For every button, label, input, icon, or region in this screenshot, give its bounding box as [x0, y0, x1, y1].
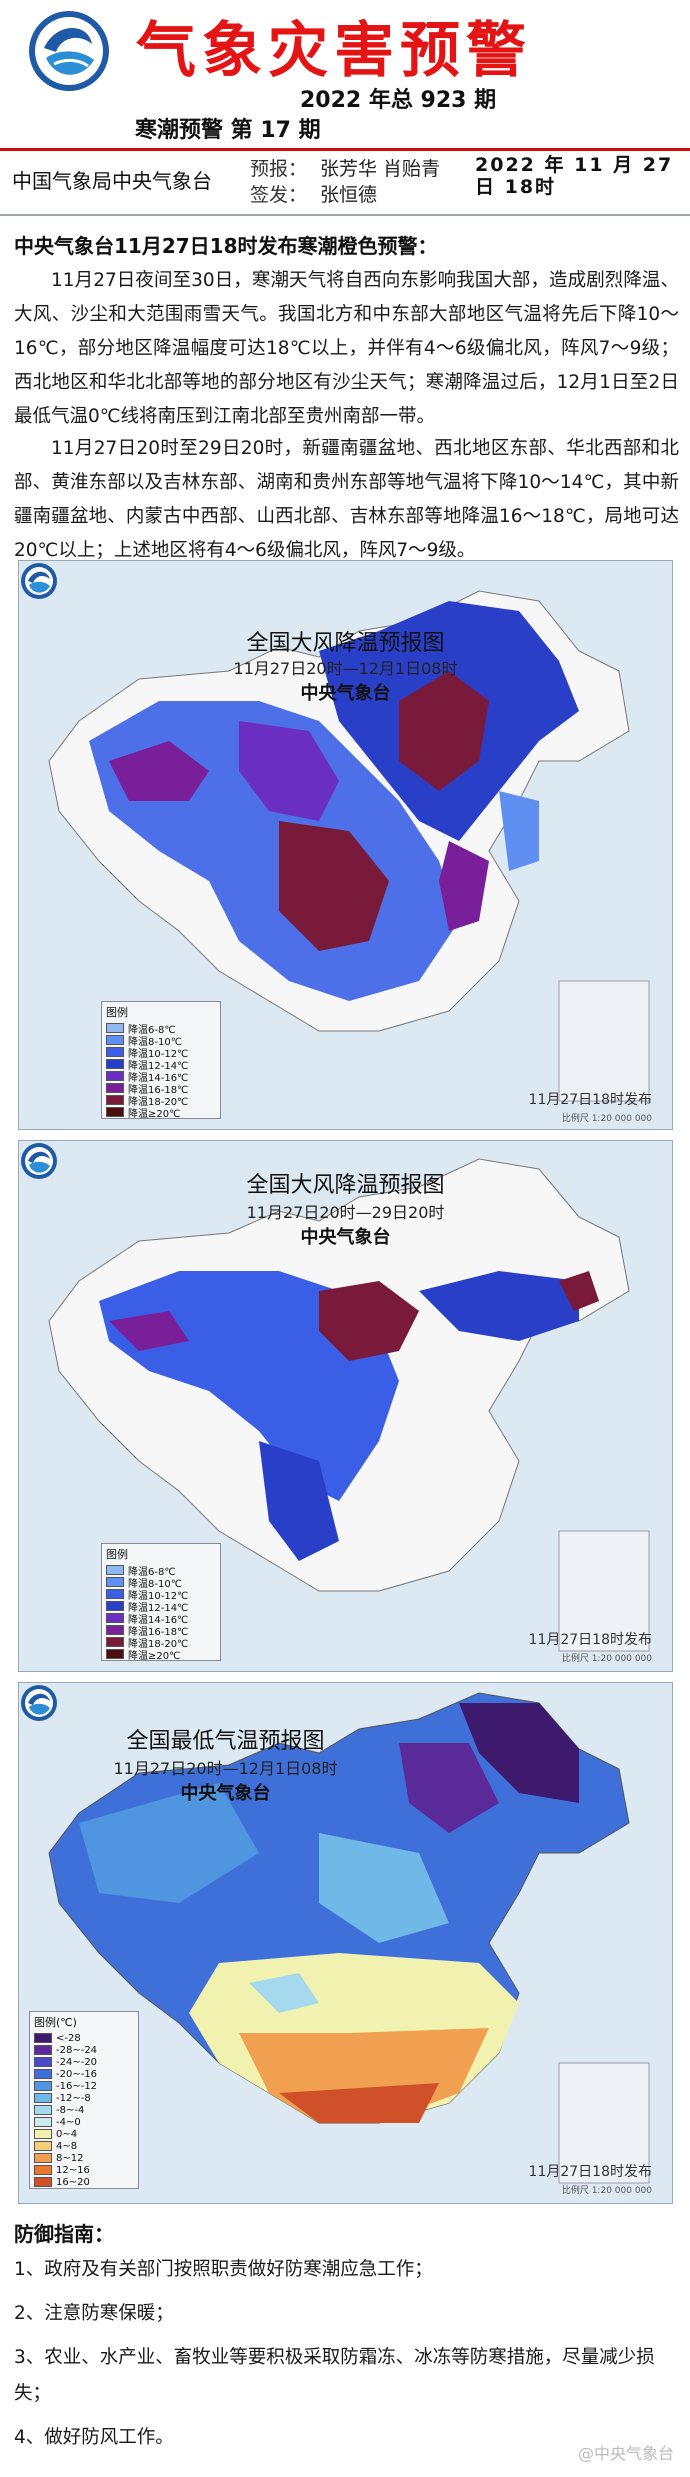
legend-entry: 降温≥20℃ [102, 1648, 220, 1662]
map-1-legend: 图例 降温6-8℃ 降温8-10℃ 降温10-12℃ 降温12-14℃ 降温14… [101, 1001, 221, 1120]
watermark: @中央气象台 [577, 2444, 674, 2463]
legend-entry: 降温6-8℃ [102, 1022, 220, 1036]
sign-label: 签发： [250, 184, 308, 206]
forecasters: 张芳华 肖贻青 [320, 158, 441, 180]
legend-entry: -24~-20 [30, 2056, 138, 2068]
map-1-legend-title: 图例 [106, 1006, 128, 1019]
cooling-map-2: 全国大风降温预报图 11月27日20时—29日20时 中央气象台 图例 降温6-… [18, 1140, 673, 1672]
legend-entry: 8~12 [30, 2152, 138, 2164]
legend-entry: 降温16-18℃ [102, 1624, 220, 1638]
min-temp-map: 全国最低气温预报图 11月27日20时—12月1日08时 中央气象台 图例(℃)… [18, 1682, 673, 2204]
map-3-agency: 中央气象台 [180, 1783, 271, 1804]
legend-entry: 4~8 [30, 2140, 138, 2152]
legend-entry: 降温8-10℃ [102, 1034, 220, 1048]
legend-entry: 降温14-16℃ [102, 1070, 220, 1084]
map-2-logo-icon [21, 1143, 57, 1179]
legend-entry: -20~-16 [30, 2068, 138, 2080]
map-3-title: 全国最低气温预报图 [126, 1729, 325, 1754]
signer: 张恒德 [320, 184, 378, 206]
map-3-legend-title: 图例(℃) [34, 2016, 77, 2029]
document-title: 气象灾害预警 [136, 16, 532, 86]
legend-entry: 降温6-8℃ [102, 1564, 220, 1578]
cma-logo-icon [29, 11, 109, 91]
legend-entry: 降温≥20℃ [102, 1106, 220, 1120]
map-2-agency: 中央气象台 [300, 1227, 391, 1248]
legend-entry: 降温18-20℃ [102, 1636, 220, 1650]
legend-entry: 降温16-18℃ [102, 1082, 220, 1096]
legend-entry: 16~20 [30, 2176, 138, 2188]
legend-entry: 降温14-16℃ [102, 1612, 220, 1626]
map-2-issued: 11月27日18时发布 [528, 1632, 652, 1648]
map-2-legend: 图例 降温6-8℃ 降温8-10℃ 降温10-12℃ 降温12-14℃ 降温14… [101, 1543, 221, 1662]
paragraph-1: 11月27日夜间至30日，寒潮天气将自西向东影响我国大部，造成剧烈降温、大风、沙… [14, 270, 679, 427]
legend-entry: 降温10-12℃ [102, 1588, 220, 1602]
legend-entry: 降温18-20℃ [102, 1094, 220, 1108]
map-3-issued: 11月27日18时发布 [528, 2164, 652, 2180]
map-3-scale: 比例尺 1:20 000 000 [561, 2186, 652, 2196]
map-1-issued: 11月27日18时发布 [528, 1092, 652, 1108]
map-3-legend: 图例(℃) <-28 -28~-24 -24~-20 -20~-16 -16~-… [29, 2011, 139, 2189]
map-1-logo-icon [21, 563, 57, 599]
map-1-range: 11月27日20时—12月1日08时 [233, 659, 458, 678]
organization-name: 中国气象局中央气象台 [12, 169, 212, 193]
map-2-legend-title: 图例 [106, 1548, 128, 1561]
map-3-range: 11月27日20时—12月1日08时 [113, 1759, 338, 1778]
forecast-label: 预报： [250, 158, 308, 180]
map-1-image [19, 561, 672, 1129]
map-2-scale: 比例尺 1:20 000 000 [561, 1654, 652, 1664]
issue-date: 2022 年 11 月 27 日 18时 [475, 154, 674, 198]
guide-item-3: 3、农业、水产业、畜牧业等要积极采取防霜冻、冰冻等防寒措施，尽量减少损失； [14, 2347, 655, 2404]
legend-entry: -8~-4 [30, 2104, 138, 2116]
red-divider [0, 148, 690, 151]
guide-item-2: 2、注意防寒保暖； [14, 2303, 174, 2324]
gray-divider [0, 214, 690, 216]
legend-entry: 0~4 [30, 2128, 138, 2140]
map-1-title: 全国大风降温预报图 [246, 631, 445, 656]
map-2-range: 11月27日20时—29日20时 [246, 1203, 445, 1222]
guide-title: 防御指南： [14, 2222, 114, 2246]
document-header: 气象灾害预警 2022 年总 923 期 [0, 0, 690, 120]
legend-entry: <-28 [30, 2032, 138, 2044]
map-1-scale: 比例尺 1:20 000 000 [561, 1114, 652, 1124]
map-2-title: 全国大风降温预报图 [246, 1173, 445, 1198]
legend-entry: 12~16 [30, 2164, 138, 2176]
guide-item-1: 1、政府及有关部门按照职责做好防寒潮应急工作； [14, 2259, 433, 2280]
legend-entry: -16~-12 [30, 2080, 138, 2092]
lead-text: 中央气象台11月27日18时发布寒潮橙色预警： [14, 234, 438, 258]
legend-entry: 降温12-14℃ [102, 1058, 220, 1072]
cooling-map-1: 全国大风降温预报图 11月27日20时—12月1日08时 中央气象台 图例 降温… [18, 560, 673, 1130]
legend-entry: 降温10-12℃ [102, 1046, 220, 1060]
forecast-info: 预报： 张芳华 肖贻青 签发： 张恒德 2022 年 11 月 27 日 18时 [250, 154, 678, 206]
legend-entry: 降温12-14℃ [102, 1600, 220, 1614]
paragraph-2: 11月27日20时至29日20时，新疆南疆盆地、西北地区东部、华北西部和北部、黄… [14, 438, 679, 561]
map-3-logo-icon [21, 1685, 57, 1721]
issue-number: 2022 年总 923 期 [300, 88, 497, 113]
legend-entry: -28~-24 [30, 2044, 138, 2056]
guide-item-4: 4、做好防风工作。 [14, 2427, 174, 2448]
legend-entry: -4~0 [30, 2116, 138, 2128]
legend-entry: -12~-8 [30, 2092, 138, 2104]
legend-entry: 降温8-10℃ [102, 1576, 220, 1590]
map-1-agency: 中央气象台 [300, 683, 391, 704]
warning-subtitle: 寒潮预警 第 17 期 [135, 118, 321, 143]
